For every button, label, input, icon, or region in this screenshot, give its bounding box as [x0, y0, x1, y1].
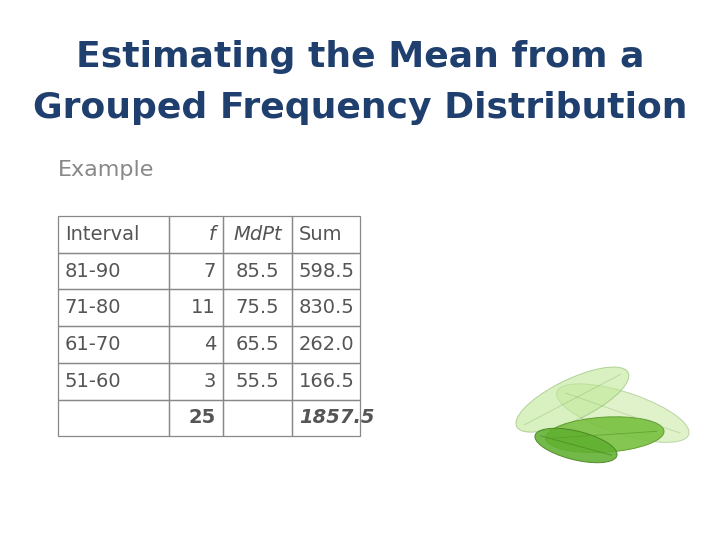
Bar: [223, 400, 292, 436]
Text: Interval: Interval: [65, 225, 139, 244]
Text: 71-80: 71-80: [65, 298, 121, 318]
Text: 7: 7: [204, 261, 216, 281]
Bar: [169, 253, 223, 289]
Bar: [223, 326, 292, 363]
Text: 262.0: 262.0: [299, 335, 354, 354]
Bar: [169, 326, 223, 363]
Bar: [292, 326, 360, 363]
Text: 166.5: 166.5: [299, 372, 355, 391]
Bar: [223, 253, 292, 289]
Text: 81-90: 81-90: [65, 261, 121, 281]
Text: 598.5: 598.5: [299, 261, 355, 281]
Bar: [223, 363, 292, 400]
Text: 1857.5: 1857.5: [299, 408, 374, 428]
Bar: [292, 216, 360, 253]
Ellipse shape: [535, 428, 617, 463]
Bar: [169, 363, 223, 400]
Text: 11: 11: [192, 298, 216, 318]
Text: 85.5: 85.5: [235, 261, 279, 281]
Text: 830.5: 830.5: [299, 298, 354, 318]
Bar: [58, 363, 169, 400]
Bar: [58, 253, 169, 289]
Ellipse shape: [546, 417, 664, 453]
Bar: [223, 216, 292, 253]
Bar: [292, 400, 360, 436]
Bar: [58, 400, 169, 436]
Text: Estimating the Mean from a: Estimating the Mean from a: [76, 40, 644, 73]
Bar: [292, 289, 360, 326]
Ellipse shape: [557, 384, 689, 442]
Ellipse shape: [516, 367, 629, 432]
Text: 51-60: 51-60: [65, 372, 122, 391]
Text: 65.5: 65.5: [235, 335, 279, 354]
Text: 4: 4: [204, 335, 216, 354]
Text: Example: Example: [58, 160, 154, 180]
Bar: [58, 216, 169, 253]
Bar: [292, 363, 360, 400]
Bar: [169, 216, 223, 253]
Text: 55.5: 55.5: [235, 372, 279, 391]
Bar: [292, 253, 360, 289]
Bar: [223, 289, 292, 326]
Text: MdPt: MdPt: [233, 225, 282, 244]
Bar: [58, 326, 169, 363]
Bar: [169, 400, 223, 436]
Text: Sum: Sum: [299, 225, 342, 244]
Bar: [169, 289, 223, 326]
Text: f: f: [209, 225, 216, 244]
Text: 75.5: 75.5: [235, 298, 279, 318]
Bar: [58, 289, 169, 326]
Text: 61-70: 61-70: [65, 335, 121, 354]
Text: 3: 3: [204, 372, 216, 391]
Text: Grouped Frequency Distribution: Grouped Frequency Distribution: [32, 91, 688, 125]
Text: 25: 25: [189, 408, 216, 428]
